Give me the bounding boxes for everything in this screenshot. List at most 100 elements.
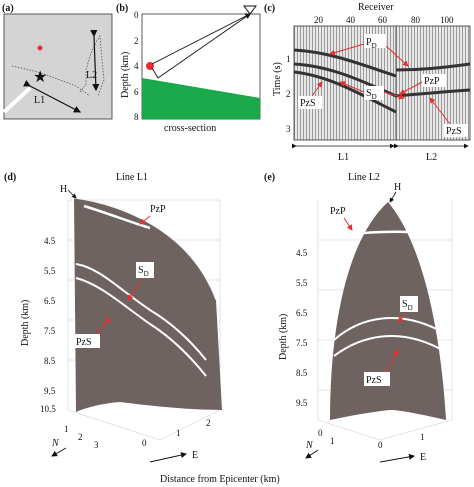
receiver-icon bbox=[243, 5, 257, 15]
e-pzs-reflector bbox=[333, 334, 447, 357]
e-pzp-arrow bbox=[343, 217, 353, 231]
e-pzs-label: PzS bbox=[366, 375, 382, 386]
star-icon: ★ bbox=[33, 69, 47, 86]
e-h-arrow bbox=[389, 191, 397, 203]
d-ytick-0: 4.5 bbox=[44, 236, 56, 246]
b-ytick-4: 8 bbox=[134, 112, 139, 122]
e-ytick-1: 5.5 bbox=[296, 278, 308, 288]
e-sd-label: SD bbox=[402, 299, 413, 312]
l1-label: L1 bbox=[34, 95, 45, 106]
d-ytick-6: 10.5 bbox=[40, 404, 56, 414]
sd-event bbox=[293, 62, 397, 98]
d-ntick-1: 2 bbox=[78, 432, 83, 442]
d-axis-n: N bbox=[51, 438, 60, 449]
d-ntick-0: 1 bbox=[64, 424, 69, 434]
panel-a-label: (a) bbox=[2, 3, 14, 14]
pzs-left-label: PzS bbox=[300, 98, 316, 109]
b-xlabel: cross-section bbox=[164, 123, 216, 134]
e-ytick-2: 6.5 bbox=[296, 308, 308, 318]
sd-arrow-left bbox=[339, 81, 365, 93]
pzs-event-left bbox=[293, 70, 397, 114]
d-ytick-5: 9.5 bbox=[44, 386, 56, 396]
b-ytick-0: 0 bbox=[134, 10, 139, 20]
e-axis-n: N bbox=[305, 440, 314, 451]
d-sd-label: SD bbox=[138, 265, 149, 278]
d-surface-rim bbox=[73, 197, 217, 301]
l1-arrow bbox=[23, 80, 82, 113]
e-pzp-reflector bbox=[345, 230, 431, 238]
panel-c: (c) Receiver 20 40 60 80 100 1 2 3 Time … bbox=[264, 2, 471, 163]
d-sd-box bbox=[136, 262, 154, 278]
d-ytick-2: 6.5 bbox=[44, 296, 56, 306]
pd-arrow-right bbox=[385, 45, 409, 67]
c-ylabel: Time (s) bbox=[272, 62, 283, 96]
pzs-left-box bbox=[298, 96, 322, 109]
panel-d-label: (d) bbox=[4, 172, 16, 183]
d-ytick-4: 8.5 bbox=[44, 356, 56, 366]
c-ytick-0: 1 bbox=[286, 54, 291, 64]
b-ytick-3: 6 bbox=[134, 87, 139, 97]
d-pzp-reflector bbox=[83, 204, 151, 230]
d-pzs-arrow bbox=[95, 317, 111, 335]
b-ylabel: Depth (km) bbox=[120, 52, 131, 98]
panel-e-label: (e) bbox=[264, 172, 275, 183]
seg-l2: L2 bbox=[426, 152, 437, 163]
b-ytick-2: 4 bbox=[134, 61, 139, 71]
map-frame bbox=[3, 13, 113, 120]
e-surface bbox=[330, 202, 446, 420]
panel-d: (d) Line L1 4.5 5.5 6.5 7.5 8.5 9.5 10.5… bbox=[4, 172, 222, 463]
c-ytick-2: 3 bbox=[286, 124, 291, 134]
pzs-left-arrow bbox=[311, 81, 323, 97]
e-ylabel: Depth (km) bbox=[278, 314, 289, 360]
e-ytick-4: 8.5 bbox=[296, 368, 308, 378]
c-xtick-0: 20 bbox=[314, 15, 324, 25]
c-xtick-2: 60 bbox=[378, 15, 388, 25]
c-top-axis-label: Receiver bbox=[358, 2, 394, 13]
e-top-marker: H bbox=[394, 182, 401, 193]
pzp-box bbox=[422, 74, 446, 87]
d-pzp-arrow bbox=[139, 215, 151, 225]
l2-label: L2 bbox=[86, 70, 97, 81]
d-pzs-reflector bbox=[75, 277, 207, 377]
e-ntick-0: 0 bbox=[318, 428, 323, 438]
e-n-arrow bbox=[305, 449, 319, 459]
panel-a: (a) ★ L1 L2 bbox=[2, 3, 113, 120]
e-sd-box bbox=[400, 296, 418, 312]
d-ytick-3: 7.5 bbox=[44, 326, 56, 336]
d-sd-reflector bbox=[75, 263, 207, 361]
e-title: Line L2 bbox=[348, 172, 380, 183]
l2-arrow bbox=[90, 29, 100, 92]
d-n-arrow bbox=[51, 447, 67, 457]
e-etick-1: 1 bbox=[420, 432, 425, 442]
d-axis-e: E bbox=[192, 450, 198, 461]
e-pzp-label: PzP bbox=[330, 206, 346, 217]
c-ytick-1: 2 bbox=[286, 89, 291, 99]
e-sd-arrow bbox=[397, 313, 407, 323]
seg-l1: L1 bbox=[338, 152, 349, 163]
d-ylabel: Depth (km) bbox=[20, 300, 31, 346]
reflected-ray bbox=[151, 13, 251, 79]
b-ytick-1: 2 bbox=[134, 36, 139, 46]
e-axis-e: E bbox=[420, 452, 426, 463]
pzp-arrow bbox=[399, 81, 423, 95]
pd-box bbox=[364, 34, 386, 48]
shared-xlabel: Distance from Epicenter (km) bbox=[160, 474, 280, 485]
pzp-event bbox=[395, 62, 471, 72]
e-e-arrow bbox=[379, 453, 415, 463]
panel-b-label: (b) bbox=[116, 3, 128, 14]
layer-fill bbox=[142, 78, 260, 119]
pzp-label: PzP bbox=[424, 76, 440, 87]
direct-ray bbox=[151, 13, 251, 65]
pzs-right-arrow bbox=[429, 97, 451, 125]
epicenter-dot bbox=[37, 45, 43, 51]
pzs-right-label: PzS bbox=[446, 126, 462, 137]
d-ntick-2: 3 bbox=[94, 440, 99, 450]
d-top-marker: H bbox=[60, 184, 67, 195]
d-etick-0: 0 bbox=[142, 438, 147, 448]
pd-label: PD bbox=[366, 37, 377, 50]
d-pzp-label: PzP bbox=[150, 204, 166, 215]
e-sd-reflector bbox=[333, 316, 447, 341]
c-xtick-1: 40 bbox=[346, 15, 356, 25]
d-etick-1: 1 bbox=[176, 428, 181, 438]
